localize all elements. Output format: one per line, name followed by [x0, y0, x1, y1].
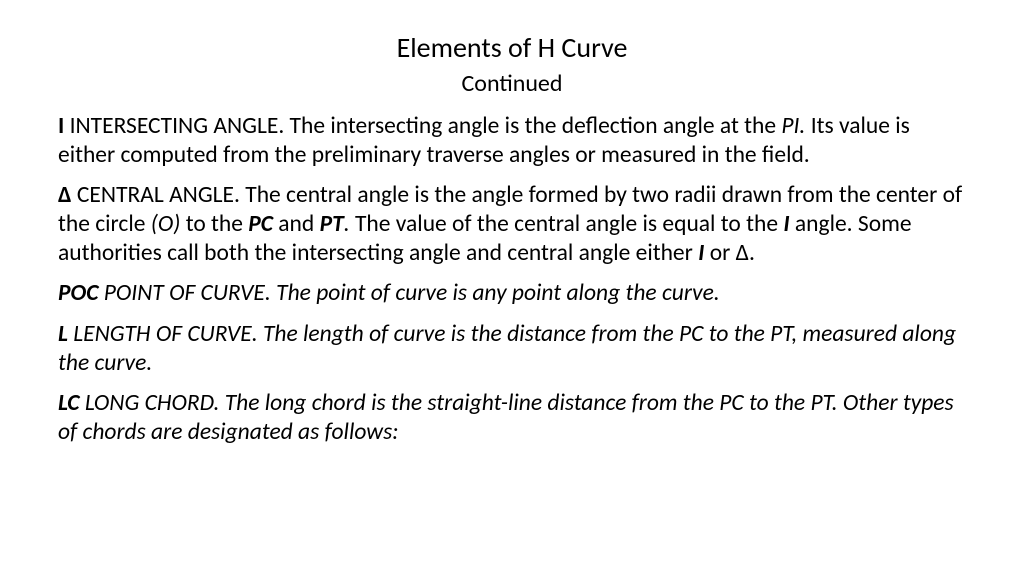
- term-poc: POC: [58, 279, 98, 307]
- text: and: [273, 210, 320, 238]
- term-l: L: [58, 320, 68, 348]
- paragraph-central-angle: Δ CENTRAL ANGLE. The central angle is th…: [58, 181, 966, 267]
- term-pc: PC: [248, 210, 273, 238]
- term-pt: PT: [320, 210, 344, 238]
- term-lc: LC: [58, 389, 80, 417]
- paragraph-length: L LENGTH OF CURVE. The length of curve i…: [58, 320, 966, 377]
- term-o: (O): [151, 210, 181, 238]
- term-pi: PI.: [781, 112, 805, 140]
- text-l-body: LENGTH OF CURVE. The length of curve is …: [58, 320, 956, 377]
- text-poc-body: POINT OF CURVE. The point of curve is an…: [98, 279, 719, 307]
- text: or Δ.: [704, 239, 755, 267]
- slide-container: Elements of H Curve Continued I INTERSEC…: [0, 0, 1024, 576]
- term-delta: Δ: [58, 181, 72, 209]
- text: The value of the central angle is equal …: [355, 210, 783, 238]
- text: to the: [180, 210, 248, 238]
- text: .: [344, 210, 355, 238]
- paragraph-poc: POC POINT OF CURVE. The point of curve i…: [58, 279, 966, 308]
- text-lc-body: LONG CHORD. The long chord is the straig…: [58, 389, 954, 446]
- paragraph-long-chord: LC LONG CHORD. The long chord is the str…: [58, 389, 966, 446]
- slide-title: Elements of H Curve: [58, 30, 966, 65]
- text: INTERSECTING ANGLE. The intersecting ang…: [64, 112, 781, 140]
- slide-subtitle: Continued: [58, 69, 966, 98]
- paragraph-intersecting-angle: I INTERSECTING ANGLE. The intersecting a…: [58, 112, 966, 169]
